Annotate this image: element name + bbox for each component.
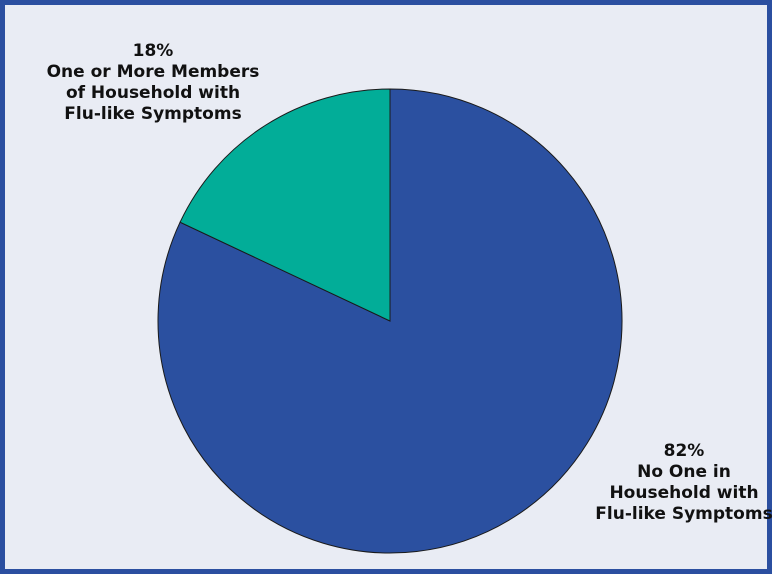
slice-label-line: No One in bbox=[637, 462, 731, 482]
pie-chart bbox=[157, 88, 623, 554]
slice-label-no-one-flu: 82% No One in Household with Flu-like Sy… bbox=[595, 441, 772, 525]
slice-label-household-members-flu: 18% One or More Members of Household wit… bbox=[5, 41, 301, 125]
slice-percent-label: 82% bbox=[663, 441, 705, 461]
slice-percent-label: 18% bbox=[132, 41, 174, 61]
pie-slice-household-members-flu bbox=[179, 88, 391, 322]
slice-label-line: Flu-like Symptoms bbox=[64, 104, 242, 124]
slice-label-line: of Household with bbox=[65, 83, 241, 103]
slice-label-line: One or More Members bbox=[46, 62, 260, 82]
slice-label-line: Flu-like Symptoms bbox=[595, 504, 772, 524]
slice-label-line: Household with bbox=[609, 483, 759, 503]
